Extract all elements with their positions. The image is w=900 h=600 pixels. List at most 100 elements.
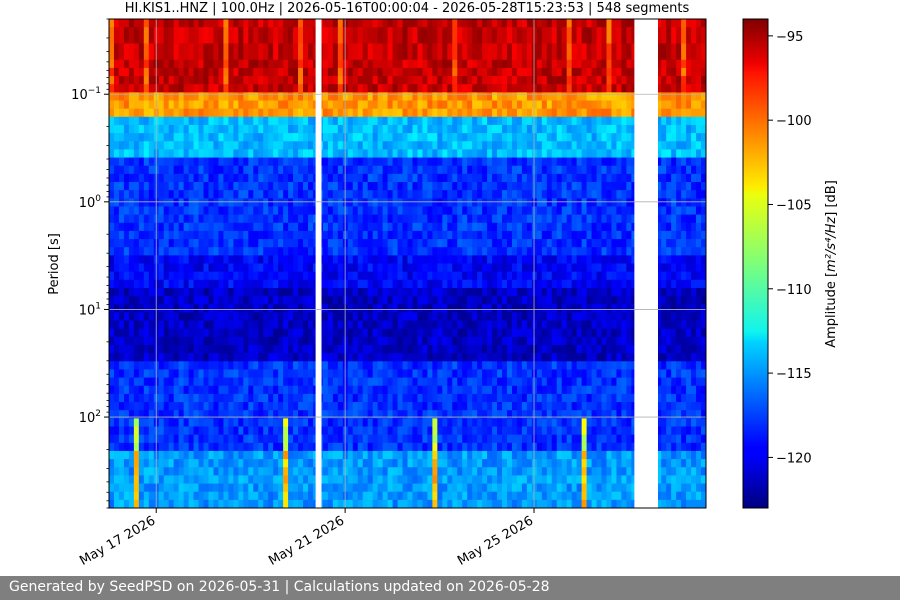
- heatmap-cell: [417, 393, 424, 403]
- heatmap-cell: [347, 304, 354, 313]
- heatmap-cell: [188, 499, 195, 508]
- heatmap-cell: [437, 59, 443, 69]
- heatmap-cell: [288, 418, 294, 428]
- heatmap-cell: [123, 296, 130, 305]
- heatmap-cell: [472, 51, 478, 61]
- heatmap-cell: [516, 271, 523, 281]
- heatmap-cell: [362, 76, 369, 85]
- heatmap-cell: [208, 296, 215, 305]
- heatmap-cell: [377, 230, 384, 240]
- heatmap-cell: [337, 467, 344, 476]
- heatmap-cell: [268, 353, 274, 362]
- heatmap-cell: [467, 198, 473, 208]
- heatmap-cell: [487, 43, 493, 53]
- heatmap-cell: [278, 157, 284, 167]
- heatmap-cell: [521, 108, 528, 118]
- heatmap-cell: [258, 190, 264, 199]
- heatmap-cell: [516, 206, 523, 216]
- heatmap-cell: [238, 214, 244, 224]
- heatmap-cell: [452, 377, 458, 387]
- heatmap-cell: [253, 100, 259, 110]
- heatmap-cell: [477, 385, 483, 395]
- heatmap-cell: [332, 222, 339, 232]
- heatmap-cell: [163, 51, 170, 61]
- heatmap-cell: [143, 190, 150, 199]
- heatmap-cell: [288, 230, 294, 240]
- heatmap-cell: [228, 100, 234, 110]
- heatmap-cell: [233, 206, 239, 216]
- heatmap-cell: [109, 173, 115, 183]
- heatmap-cell: [303, 328, 309, 338]
- heatmap-cell: [128, 287, 135, 297]
- heatmap-cell: [168, 442, 175, 452]
- heatmap-cell: [407, 336, 414, 346]
- heatmap-cell: [452, 459, 458, 468]
- heatmap-cell: [123, 287, 130, 297]
- heatmap-cell: [467, 475, 473, 485]
- heatmap-cell: [198, 206, 205, 216]
- heatmap-cell: [263, 491, 269, 501]
- heatmap-cell: [303, 206, 309, 216]
- heatmap-cell: [437, 377, 443, 387]
- heatmap-cell: [178, 214, 185, 224]
- heatmap-cell: [442, 434, 448, 444]
- heatmap-cell: [178, 116, 185, 126]
- heatmap-cell: [168, 499, 175, 508]
- heatmap-cell: [362, 271, 369, 281]
- heatmap-cell: [268, 173, 274, 183]
- heatmap-cell: [163, 59, 170, 69]
- heatmap-cell: [273, 271, 279, 281]
- heatmap-cell: [243, 165, 249, 175]
- heatmap-cell: [203, 402, 210, 411]
- heatmap-cell: [362, 361, 369, 371]
- heatmap-cell: [238, 35, 244, 45]
- heatmap-cell: [427, 312, 433, 322]
- heatmap-cell: [158, 434, 165, 444]
- heatmap-cell: [118, 67, 125, 77]
- heatmap-cell: [502, 296, 508, 305]
- heatmap-cell: [422, 141, 428, 150]
- heatmap-cell: [477, 92, 483, 102]
- heatmap-cell: [402, 247, 409, 256]
- heatmap-cell: [293, 124, 299, 134]
- heatmap-cell: [442, 59, 448, 69]
- heatmap-cell: [308, 410, 314, 419]
- heatmap-cell: [357, 108, 364, 118]
- heatmap-cell: [332, 51, 339, 61]
- heatmap-cell: [422, 271, 428, 281]
- heatmap-cell: [198, 499, 205, 508]
- heatmap-cell: [268, 182, 274, 191]
- heatmap-cell: [511, 51, 518, 61]
- heatmap-cell: [347, 450, 354, 460]
- heatmap-cell: [273, 59, 279, 69]
- heatmap-cell: [422, 190, 428, 199]
- heatmap-cell: [118, 27, 125, 36]
- heatmap-cell: [407, 255, 414, 265]
- heatmap-cell: [447, 67, 453, 77]
- heatmap-cell: [143, 499, 150, 508]
- heatmap-cell: [188, 157, 195, 167]
- heatmap-cell: [238, 312, 244, 322]
- heatmap-cell: [352, 124, 359, 134]
- heatmap-cell: [382, 491, 389, 501]
- heatmap-cell: [477, 410, 483, 419]
- heatmap-cell: [268, 312, 274, 322]
- heatmap-cell: [427, 271, 433, 281]
- heatmap-cell: [268, 491, 274, 501]
- heatmap-cell: [263, 296, 269, 305]
- heatmap-cell: [223, 116, 229, 126]
- heatmap-cell: [382, 467, 389, 476]
- heatmap-cell: [218, 173, 225, 183]
- heatmap-cell: [118, 206, 125, 216]
- heatmap-cell: [477, 402, 483, 411]
- heatmap-cell: [138, 491, 145, 501]
- heatmap-cell: [183, 418, 190, 428]
- heatmap-cell: [367, 418, 374, 428]
- heatmap-cell: [253, 459, 259, 468]
- heatmap-cell: [342, 92, 349, 102]
- heatmap-cell: [133, 369, 140, 379]
- heatmap-cell: [168, 491, 175, 501]
- heatmap-cell: [422, 173, 428, 183]
- heatmap-cell: [511, 483, 518, 493]
- heatmap-cell: [298, 467, 304, 476]
